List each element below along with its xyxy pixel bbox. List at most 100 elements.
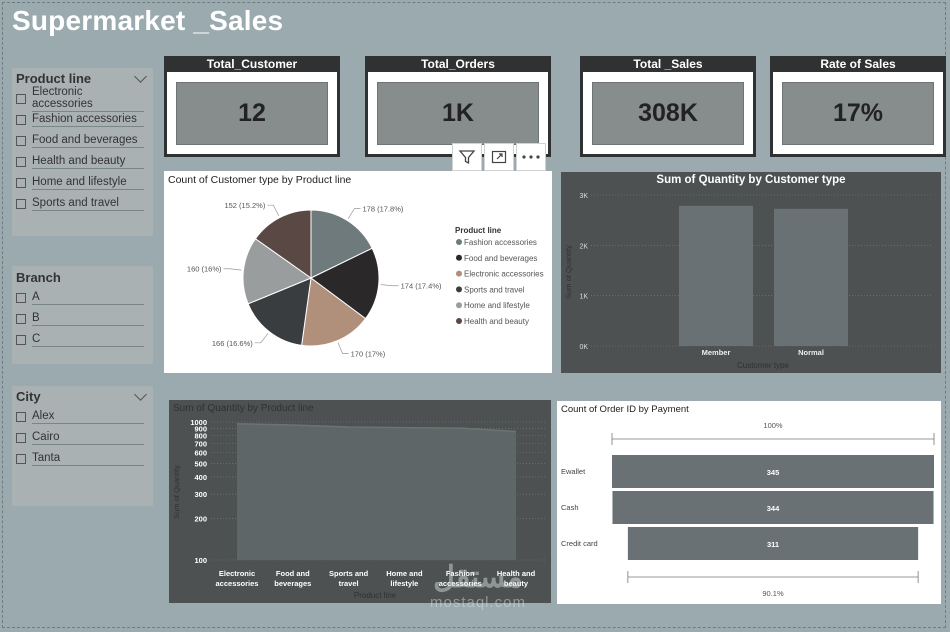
- checkbox[interactable]: [16, 334, 26, 345]
- slicer-title: Branch: [16, 269, 61, 285]
- bar[interactable]: [679, 205, 753, 346]
- kpi-label: Total_Orders: [368, 58, 548, 72]
- y-tick-label: 700: [194, 439, 207, 448]
- slicer-option[interactable]: Cairo: [16, 427, 153, 448]
- checkbox[interactable]: [16, 93, 26, 104]
- slicer-option-label: C: [32, 333, 144, 347]
- funnel-bar[interactable]: [627, 527, 919, 560]
- chevron-down-icon[interactable]: [134, 69, 147, 83]
- pie-chart: 178 (17.8%) 174 (17.4%) 170 (17%) 166 (16.6…: [187, 201, 544, 359]
- product-line-area-chart-panel[interactable]: Sum of Quantity by Product line 1000 900 80…: [169, 400, 551, 603]
- funnel-bottom-percent: 90.1%: [762, 589, 784, 598]
- area-fill[interactable]: [237, 423, 516, 560]
- pie-slice[interactable]: [301, 277, 367, 347]
- pie-leader-line: [267, 204, 280, 216]
- kpi-label: Rate of Sales: [773, 58, 943, 72]
- checkbox[interactable]: [16, 411, 26, 422]
- x-tick-label: Fashion accessories: [439, 569, 482, 588]
- legend-item[interactable]: Electronic accessories: [464, 270, 544, 279]
- legend-marker: [456, 302, 462, 309]
- funnel-category-label: Cash: [561, 503, 579, 512]
- watermark-arabic: مستقل: [433, 561, 523, 594]
- customer-type-bar-chart: Sum of Quantity by Customer type 0K 1K 2K 3K…: [564, 174, 933, 370]
- kpi-total-sales[interactable]: Total _Sales 308K: [580, 56, 756, 157]
- chart-title: Sum of Quantity by Product line: [173, 403, 314, 414]
- kpi-total-orders[interactable]: Total_Orders 1K: [365, 56, 551, 157]
- kpi-value: 17%: [782, 82, 934, 145]
- chart-title: Count of Order ID by Payment: [561, 404, 689, 415]
- pie-slice[interactable]: [247, 277, 312, 346]
- legend-item[interactable]: Home and lifestyle: [464, 301, 530, 310]
- y-tick-label: 200: [194, 514, 207, 523]
- focus-mode-icon[interactable]: [484, 143, 514, 171]
- pie-data-label: 170 (17%): [351, 350, 386, 359]
- slicer-city[interactable]: City Alex Cairo Tanta: [12, 386, 153, 506]
- checkbox[interactable]: [16, 313, 26, 324]
- slicer-option-label: Tanta: [32, 452, 144, 466]
- pie-data-label: 160 (16%): [187, 265, 222, 274]
- slicer-option[interactable]: Sports and travel: [16, 193, 153, 214]
- slicer-option[interactable]: Home and lifestyle: [16, 172, 153, 193]
- kpi-value: 308K: [592, 82, 744, 145]
- slicer-option[interactable]: B: [16, 308, 153, 329]
- pie-slice[interactable]: [254, 209, 312, 279]
- slicer-option[interactable]: Health and beauty: [16, 151, 153, 172]
- checkbox[interactable]: [16, 156, 26, 167]
- legend-item[interactable]: Sports and travel: [464, 285, 525, 294]
- slicer-option[interactable]: C: [16, 329, 153, 350]
- funnel-bar[interactable]: [612, 491, 934, 524]
- slicer-option[interactable]: Alex: [16, 406, 153, 427]
- x-tick-label: Home and lifestyle: [386, 569, 423, 588]
- slicer-option-label: Fashion accessories: [32, 113, 144, 127]
- slicer-option[interactable]: Tanta: [16, 448, 153, 469]
- y-axis-label: Sum of Quantity: [564, 245, 573, 299]
- legend-marker: [456, 286, 462, 293]
- legend-item[interactable]: Food and beverages: [464, 254, 537, 263]
- pie-chart-panel[interactable]: Count of Customer type by Product line 1…: [164, 171, 552, 373]
- funnel-value-label: 344: [767, 504, 780, 513]
- legend-item[interactable]: Health and beauty: [464, 317, 529, 326]
- more-options-icon[interactable]: [516, 143, 546, 171]
- checkbox[interactable]: [16, 432, 26, 443]
- funnel-bar[interactable]: [612, 455, 934, 488]
- slicer-option[interactable]: Fashion accessories: [16, 109, 153, 130]
- watermark-latin: mostaql.com: [429, 594, 527, 611]
- kpi-total-customer[interactable]: Total_Customer 12: [164, 56, 340, 157]
- kpi-label: Total _Sales: [583, 58, 753, 72]
- slicer-option-label: Alex: [32, 410, 144, 424]
- pie-slice[interactable]: [310, 209, 373, 279]
- funnel-value-label: 345: [767, 468, 780, 477]
- filter-icon[interactable]: [452, 143, 482, 171]
- checkbox[interactable]: [16, 453, 26, 464]
- y-tick-label: 2K: [579, 243, 588, 250]
- funnel-category-label: Credit card: [561, 539, 598, 548]
- kpi-rate-of-sales[interactable]: Rate of Sales 17%: [770, 56, 946, 157]
- x-tick-label: Electronic accessories: [216, 569, 259, 588]
- pie-slice[interactable]: [310, 247, 380, 320]
- x-tick-label: Food and beverages: [274, 569, 311, 588]
- legend-marker: [456, 270, 462, 277]
- pie-slice[interactable]: [242, 238, 313, 305]
- slicer-product-line[interactable]: Product line Electronic accessories Fashi…: [12, 68, 153, 236]
- payment-funnel-panel[interactable]: Count of Order ID by Payment 100% 345 Ewall…: [557, 401, 941, 604]
- chevron-down-icon[interactable]: [134, 387, 147, 401]
- slicer-option[interactable]: A: [16, 287, 153, 308]
- checkbox[interactable]: [16, 177, 26, 188]
- x-axis-label: Customer type: [737, 361, 790, 370]
- pie-leader-line: [380, 284, 399, 287]
- bar[interactable]: [774, 208, 848, 346]
- slicer-option-label: Food and beverages: [32, 134, 144, 148]
- pie-leader-line: [254, 333, 269, 344]
- checkbox[interactable]: [16, 114, 26, 125]
- pie-data-label: 178 (17.8%): [363, 204, 404, 213]
- customer-type-bar-chart-panel[interactable]: Sum of Quantity by Customer type 0K 1K 2K 3K…: [561, 172, 941, 373]
- checkbox[interactable]: [16, 135, 26, 146]
- product-line-area-chart: Sum of Quantity by Product line 100090080…: [172, 403, 545, 600]
- slicer-option[interactable]: Food and beverages: [16, 130, 153, 151]
- checkbox[interactable]: [16, 198, 26, 209]
- legend-item[interactable]: Fashion accessories: [464, 238, 537, 247]
- legend-marker: [456, 318, 462, 324]
- checkbox[interactable]: [16, 292, 26, 303]
- slicer-option[interactable]: Electronic accessories: [16, 86, 153, 112]
